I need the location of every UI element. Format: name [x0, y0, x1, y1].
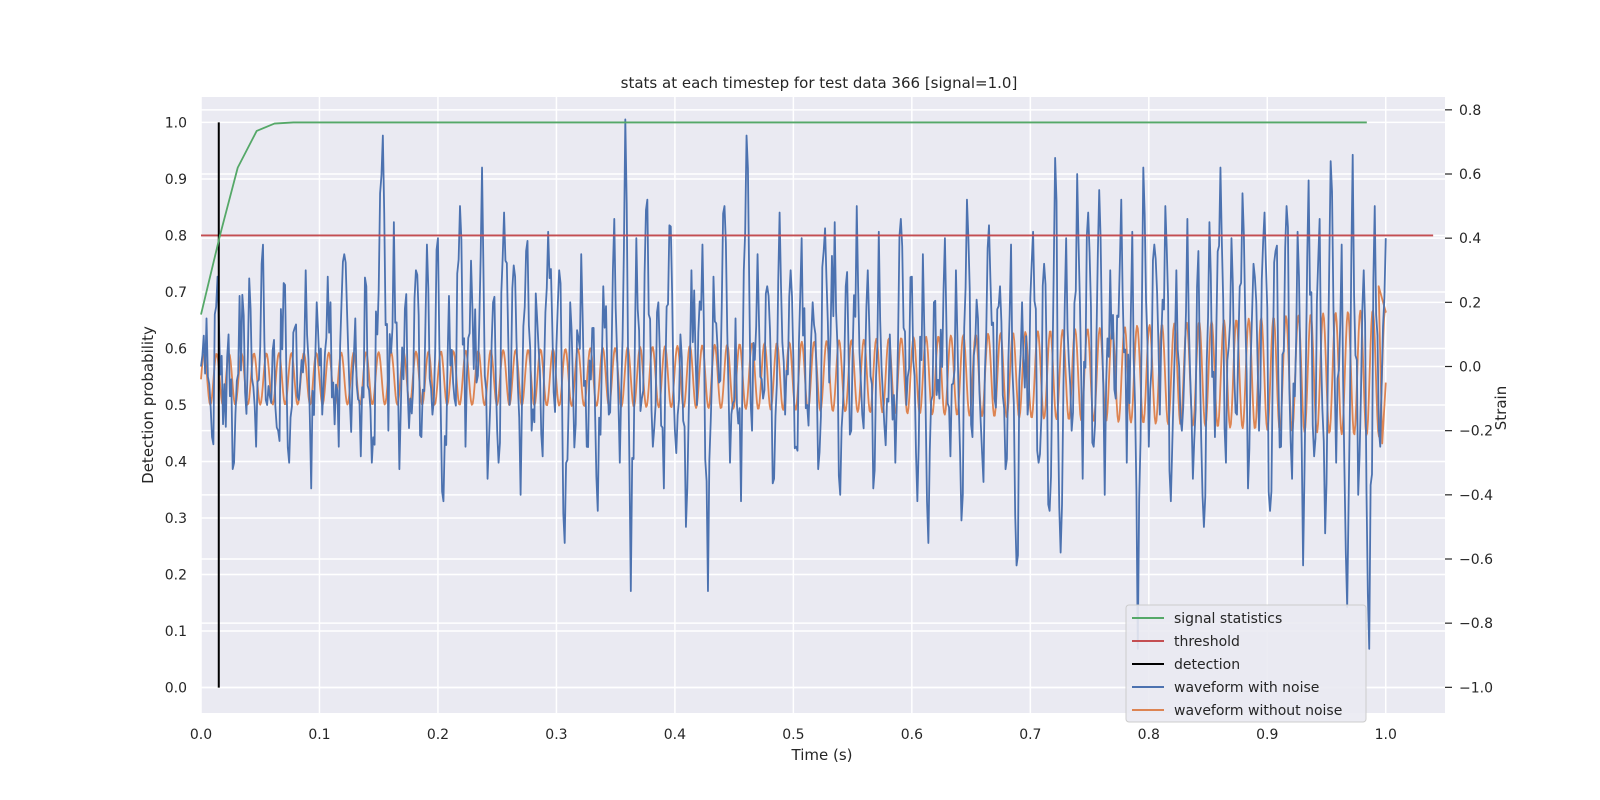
y2-tick-label: −0.8 [1459, 616, 1493, 632]
legend-label: threshold [1174, 634, 1240, 650]
y-axis-right: −1.0 −0.8 −0.6 −0.4 −0.2 0.0 0.2 0.4 0.6 0.8 [1445, 103, 1493, 696]
x-tick-label: 0.5 [782, 727, 804, 743]
x-tick-label: 0.7 [1019, 727, 1041, 743]
legend-label: signal statistics [1174, 611, 1282, 627]
y2-tick-label: 0.8 [1459, 103, 1481, 119]
y-tick-label: 0.8 [165, 228, 187, 244]
y2-tick-label: −0.6 [1459, 552, 1493, 568]
x-tick-label: 1.0 [1375, 727, 1397, 743]
y2-tick-label: −0.4 [1459, 488, 1493, 504]
y-tick-label: 0.1 [165, 624, 187, 640]
legend-label: waveform with noise [1174, 680, 1319, 696]
y-tick-label: 0.7 [165, 285, 187, 301]
x-tick-label: 0.8 [1138, 727, 1160, 743]
y2-tick-label: −0.2 [1459, 424, 1493, 440]
y-tick-label: 0.3 [165, 511, 187, 527]
y2-tick-label: −1.0 [1459, 680, 1493, 696]
y2-tick-label: 0.4 [1459, 231, 1481, 247]
y-tick-label: 0.2 [165, 568, 187, 584]
y-tick-label: 0.5 [165, 398, 187, 414]
legend-box [1125, 604, 1367, 723]
series-layer [200, 118, 1434, 688]
y2-axis-label: Strain [1492, 386, 1510, 430]
series-signal-statistics [200, 121, 1367, 315]
y2-tick-label: 0.0 [1459, 360, 1481, 376]
y-tick-label: 0.6 [165, 341, 187, 357]
x-tick-label: 0.1 [308, 727, 330, 743]
chart-title: stats at each timestep for test data 366… [621, 74, 1018, 92]
x-tick-label: 0.9 [1256, 727, 1278, 743]
x-tick-label: 0.0 [190, 727, 212, 743]
x-tick-label: 0.3 [545, 727, 567, 743]
series-waveform-with-noise [200, 118, 1387, 650]
x-tick-label: 0.4 [664, 727, 686, 743]
legend-label: detection [1174, 657, 1240, 673]
y-tick-label: 1.0 [165, 115, 187, 131]
y-axis-left: 0.0 0.1 0.2 0.3 0.4 0.5 0.6 0.7 0.8 0.9 1.0 [165, 115, 187, 696]
x-axis: 0.0 0.1 0.2 0.3 0.4 0.5 0.6 0.7 0.8 0.9 1.0 [190, 727, 1397, 743]
y-tick-label: 0.4 [165, 455, 187, 471]
y-tick-label: 0.0 [165, 681, 187, 697]
x-axis-label: Time (s) [791, 746, 853, 764]
x-tick-label: 0.2 [427, 727, 449, 743]
y2-tick-label: 0.6 [1459, 167, 1481, 183]
y-tick-label: 0.9 [165, 172, 187, 188]
x-tick-label: 0.6 [901, 727, 923, 743]
y-axis-label: Detection probability [139, 326, 157, 484]
legend-label: waveform without noise [1174, 703, 1342, 719]
legend: signal statistics threshold detection wavef… [1125, 604, 1367, 723]
y2-tick-label: 0.2 [1459, 295, 1481, 311]
